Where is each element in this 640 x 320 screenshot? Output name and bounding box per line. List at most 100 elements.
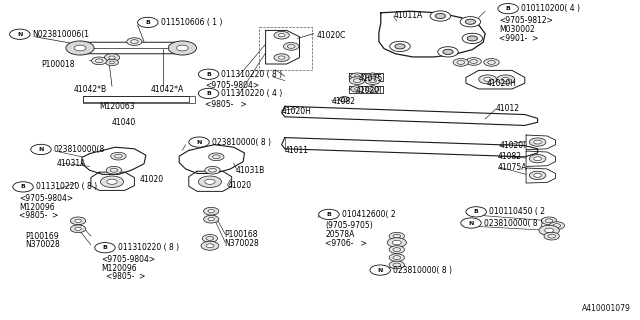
Circle shape [202,235,218,242]
Text: N023810006(1: N023810006(1 [33,30,90,39]
Circle shape [274,54,289,61]
Circle shape [66,41,94,55]
Text: (9705-9705): (9705-9705) [325,221,373,230]
Circle shape [479,75,497,84]
Text: 41011: 41011 [285,146,309,155]
Circle shape [466,58,481,65]
Text: 41020: 41020 [227,181,252,190]
Circle shape [390,41,410,52]
Circle shape [541,217,557,225]
Text: B: B [326,212,332,217]
Circle shape [339,97,349,102]
Circle shape [484,77,492,81]
Circle shape [370,75,375,77]
Circle shape [70,225,86,233]
Bar [83,96,195,103]
Circle shape [498,4,518,14]
Text: B: B [20,184,26,189]
Circle shape [284,43,299,50]
Circle shape [497,75,515,84]
Circle shape [104,54,120,61]
Text: 011310220 ( 8 ): 011310220 ( 8 ) [36,182,97,191]
Circle shape [107,179,117,184]
Text: <9705-9804>: <9705-9804> [101,255,156,264]
Circle shape [106,166,122,174]
Text: P100018: P100018 [42,60,75,69]
Circle shape [351,86,364,92]
Text: B: B [206,91,211,96]
Text: N: N [468,220,474,226]
Circle shape [177,45,188,51]
Circle shape [549,222,564,229]
Circle shape [462,33,483,44]
Circle shape [205,166,220,174]
Text: 41082: 41082 [332,97,356,106]
Text: <9706-   >: <9706- > [325,239,367,248]
Circle shape [138,17,158,28]
Circle shape [366,73,379,79]
Circle shape [529,155,546,163]
Circle shape [106,59,118,66]
Text: P100168: P100168 [224,230,257,239]
Text: M120096: M120096 [101,264,137,273]
Circle shape [534,157,541,161]
Circle shape [387,238,406,247]
Text: N: N [17,32,22,37]
Circle shape [529,138,546,146]
Circle shape [370,88,375,90]
Circle shape [539,225,559,236]
Circle shape [75,227,81,230]
Circle shape [109,56,115,59]
Text: 41020: 41020 [140,175,164,184]
Text: 41020H: 41020H [486,79,516,88]
Circle shape [208,210,214,213]
Circle shape [355,75,360,77]
Text: A410001079: A410001079 [582,304,630,313]
Text: N: N [196,140,202,145]
Circle shape [502,77,509,81]
Text: <9805-  >: <9805- > [106,272,145,281]
Circle shape [389,254,404,261]
Text: <9705-9812>: <9705-9812> [499,16,553,25]
Circle shape [168,41,196,55]
Circle shape [70,217,86,225]
Circle shape [278,34,285,37]
Circle shape [435,13,445,19]
Text: <9901-  >: <9901- > [499,34,539,43]
Circle shape [389,246,404,253]
Circle shape [278,56,285,59]
Circle shape [274,31,289,39]
Text: B: B [145,20,150,25]
Text: 011310220 ( 4 ): 011310220 ( 4 ) [221,89,283,98]
Text: <9705-9804>: <9705-9804> [19,194,74,203]
Text: N: N [378,268,383,273]
Circle shape [100,176,124,188]
Text: 41020I: 41020I [499,141,525,150]
Circle shape [13,182,33,192]
Circle shape [534,140,541,144]
Circle shape [443,49,453,54]
Text: 41020I: 41020I [355,86,381,95]
Circle shape [389,232,404,240]
Text: 023810000(8: 023810000(8 [54,145,105,154]
Circle shape [198,176,221,188]
Circle shape [349,77,365,84]
Text: M120063: M120063 [99,102,135,111]
Text: 41011A: 41011A [394,11,423,20]
Circle shape [466,207,486,217]
Circle shape [206,244,214,248]
Circle shape [204,215,219,223]
Text: 011310220 ( 8 ): 011310220 ( 8 ) [118,243,179,252]
Text: 010110450 ( 2: 010110450 ( 2 [489,207,545,216]
Text: M030002: M030002 [499,25,535,34]
Circle shape [392,240,401,245]
Circle shape [366,86,379,92]
Circle shape [209,153,224,161]
Circle shape [389,261,404,269]
Circle shape [545,228,554,233]
Circle shape [529,171,546,180]
Circle shape [355,88,360,90]
Text: 41082: 41082 [498,152,522,161]
Text: 023810000( 8 ): 023810000( 8 ) [484,219,543,228]
Text: 023810000( 8 ): 023810000( 8 ) [212,138,271,147]
